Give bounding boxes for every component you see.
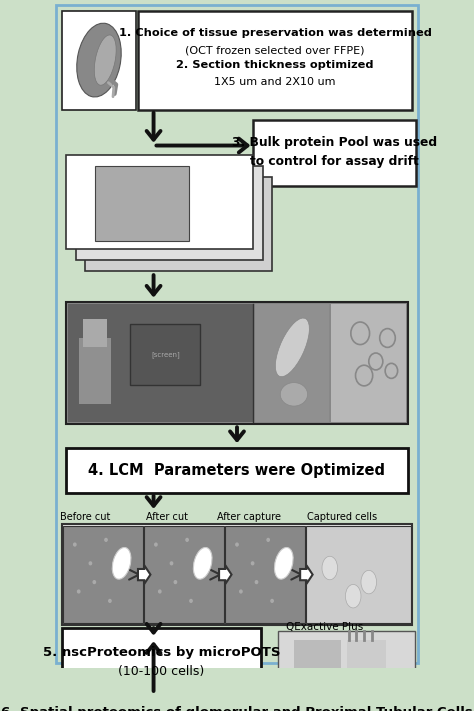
Text: to control for assay drift: to control for assay drift: [250, 155, 419, 168]
FancyBboxPatch shape: [62, 628, 261, 694]
Polygon shape: [300, 565, 313, 584]
Ellipse shape: [94, 35, 116, 85]
FancyBboxPatch shape: [68, 304, 254, 422]
Text: 1. Choice of tissue preservation was determined: 1. Choice of tissue preservation was det…: [119, 28, 432, 38]
Text: [screen]: [screen]: [151, 351, 180, 358]
FancyBboxPatch shape: [278, 631, 415, 706]
Circle shape: [267, 538, 269, 541]
FancyBboxPatch shape: [331, 304, 406, 422]
FancyBboxPatch shape: [66, 155, 254, 249]
Circle shape: [93, 581, 95, 584]
FancyBboxPatch shape: [85, 178, 272, 272]
FancyBboxPatch shape: [225, 525, 305, 624]
Polygon shape: [219, 565, 231, 584]
Circle shape: [117, 572, 119, 574]
FancyBboxPatch shape: [255, 304, 329, 422]
Text: 3. Bulk protein Pool was used: 3. Bulk protein Pool was used: [232, 136, 437, 149]
Ellipse shape: [193, 547, 212, 579]
Text: 4. LCM  Parameters were Optimized: 4. LCM Parameters were Optimized: [89, 463, 385, 478]
Circle shape: [279, 572, 281, 574]
Circle shape: [271, 599, 273, 602]
Text: 2. Section thickness optimized: 2. Section thickness optimized: [176, 60, 374, 70]
Text: After capture: After capture: [217, 512, 281, 522]
Circle shape: [236, 543, 238, 546]
Ellipse shape: [112, 547, 131, 579]
FancyBboxPatch shape: [144, 525, 224, 624]
Text: After cut: After cut: [146, 512, 188, 522]
Text: Before cut: Before cut: [60, 512, 110, 522]
Circle shape: [186, 538, 188, 541]
FancyBboxPatch shape: [306, 525, 411, 624]
Circle shape: [89, 562, 91, 565]
Ellipse shape: [346, 584, 361, 608]
Ellipse shape: [322, 556, 337, 579]
Text: 1X5 um and 2X10 um: 1X5 um and 2X10 um: [214, 77, 336, 87]
FancyBboxPatch shape: [95, 166, 189, 241]
FancyBboxPatch shape: [254, 120, 416, 186]
FancyBboxPatch shape: [66, 448, 408, 493]
FancyBboxPatch shape: [83, 319, 107, 348]
FancyBboxPatch shape: [294, 641, 341, 697]
FancyBboxPatch shape: [130, 324, 201, 385]
Text: Captured cells: Captured cells: [307, 512, 377, 522]
Polygon shape: [138, 565, 150, 584]
Circle shape: [73, 543, 76, 546]
Circle shape: [155, 543, 157, 546]
Text: 6. Spatial proteomics of glomerular and Proximal Tubular Cells: 6. Spatial proteomics of glomerular and …: [1, 706, 473, 711]
FancyBboxPatch shape: [138, 11, 412, 109]
Ellipse shape: [280, 383, 308, 406]
FancyBboxPatch shape: [66, 302, 408, 424]
FancyBboxPatch shape: [62, 689, 412, 711]
Circle shape: [251, 562, 254, 565]
Circle shape: [159, 590, 161, 593]
Circle shape: [190, 599, 192, 602]
Circle shape: [109, 599, 111, 602]
Text: 5. nscProteomics by microPOTS: 5. nscProteomics by microPOTS: [43, 646, 280, 659]
Circle shape: [255, 581, 258, 584]
Text: (10-100 cells): (10-100 cells): [118, 665, 204, 678]
Circle shape: [174, 581, 177, 584]
Ellipse shape: [77, 23, 121, 97]
FancyBboxPatch shape: [56, 5, 418, 663]
Circle shape: [240, 590, 242, 593]
FancyBboxPatch shape: [347, 641, 386, 697]
FancyBboxPatch shape: [80, 338, 111, 404]
FancyBboxPatch shape: [62, 11, 136, 109]
Circle shape: [105, 538, 107, 541]
FancyBboxPatch shape: [63, 525, 143, 624]
Text: (OCT frozen selected over FFPE): (OCT frozen selected over FFPE): [185, 45, 365, 55]
Ellipse shape: [275, 318, 310, 377]
Circle shape: [170, 562, 173, 565]
FancyBboxPatch shape: [62, 524, 412, 625]
Circle shape: [78, 590, 80, 593]
Circle shape: [198, 572, 200, 574]
FancyBboxPatch shape: [75, 166, 263, 260]
Ellipse shape: [274, 547, 293, 579]
Text: QExactive Plus: QExactive Plus: [286, 622, 364, 633]
Ellipse shape: [361, 570, 376, 594]
